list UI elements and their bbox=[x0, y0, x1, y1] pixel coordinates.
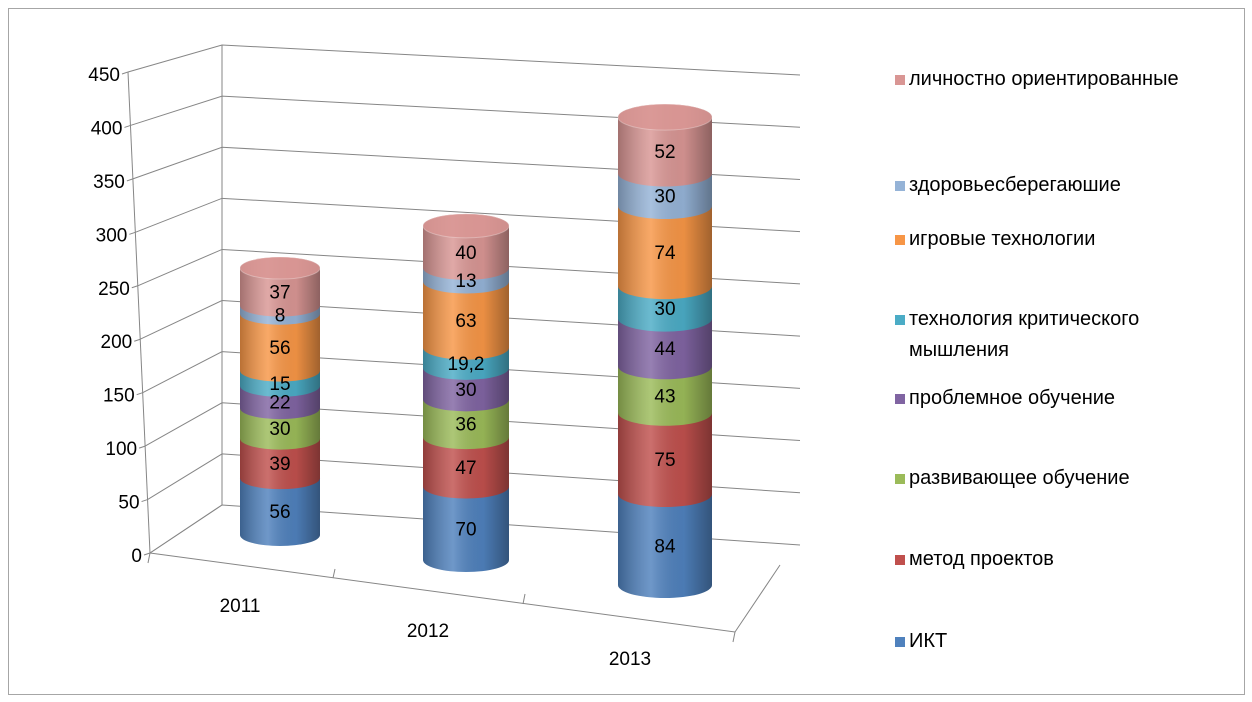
y-tick-mark bbox=[124, 124, 131, 128]
y-tick-label: 350 bbox=[93, 172, 125, 193]
legend-swatch bbox=[895, 315, 905, 325]
legend-label: проблемное обучение bbox=[909, 387, 1116, 409]
y-tick-mark bbox=[131, 285, 138, 289]
legend-item: технология критического мышления bbox=[895, 304, 1235, 366]
cylinder-cap bbox=[239, 256, 321, 280]
cylinder-shade bbox=[423, 213, 509, 572]
grid-line bbox=[135, 197, 801, 233]
cylinder-cap bbox=[422, 213, 510, 239]
grid-line bbox=[140, 300, 801, 340]
y-tick-mark bbox=[134, 338, 141, 342]
data-label: 13 bbox=[455, 271, 476, 292]
data-label: 30 bbox=[654, 187, 675, 208]
legend-label: развивающее обучение bbox=[909, 467, 1130, 489]
legend-swatch bbox=[895, 394, 905, 404]
data-label: 40 bbox=[455, 243, 476, 264]
data-label: 37 bbox=[269, 282, 290, 303]
y-tick-mark bbox=[129, 231, 136, 235]
y-axis-line bbox=[127, 71, 151, 554]
legend-label: здоровьесберегаюшие bbox=[909, 174, 1121, 196]
data-label: 19,2 bbox=[448, 354, 485, 375]
legend-item: проблемное обучение bbox=[895, 383, 1235, 414]
data-label: 8 bbox=[275, 305, 286, 326]
data-label: 75 bbox=[654, 450, 675, 471]
cylinder-shade bbox=[240, 257, 320, 546]
data-label: 30 bbox=[654, 299, 675, 320]
data-label: 43 bbox=[654, 386, 675, 407]
y-tick-label: 0 bbox=[131, 546, 142, 567]
x-tick bbox=[147, 552, 151, 564]
cylinder bbox=[617, 103, 713, 599]
legend-item: здоровьесберегаюшие bbox=[895, 170, 1235, 201]
y-tick-mark bbox=[138, 445, 146, 449]
data-label: 84 bbox=[654, 536, 676, 557]
legend-label: метод проектов bbox=[909, 548, 1054, 570]
grid-line bbox=[142, 351, 801, 394]
cylinder bbox=[422, 213, 510, 572]
y-tick-mark bbox=[136, 392, 143, 396]
grid-line bbox=[130, 95, 801, 128]
grid-line bbox=[127, 44, 801, 76]
data-label: 56 bbox=[269, 338, 290, 359]
x-tick-label: 2013 bbox=[609, 649, 651, 670]
chart-border bbox=[8, 8, 1245, 695]
y-tick-label: 300 bbox=[96, 225, 128, 246]
y-tick-label: 450 bbox=[88, 65, 120, 86]
y-tick-mark bbox=[121, 71, 129, 75]
y-tick-label: 150 bbox=[103, 386, 135, 407]
legend-swatch bbox=[895, 235, 905, 245]
y-tick-mark bbox=[143, 552, 151, 556]
y-tick-label: 100 bbox=[105, 439, 137, 460]
data-label: 63 bbox=[455, 311, 476, 332]
legend-item: игровые технологии bbox=[895, 224, 1235, 255]
legend-item: метод проектов bbox=[895, 544, 1235, 575]
cylinder-cap bbox=[617, 103, 713, 131]
grid-line bbox=[149, 504, 801, 554]
data-label: 74 bbox=[654, 243, 676, 264]
y-tick-label: 200 bbox=[101, 332, 133, 353]
y-tick-label: 250 bbox=[98, 279, 130, 300]
legend-swatch bbox=[895, 474, 905, 484]
x-tick bbox=[522, 593, 526, 605]
y-tick-label: 400 bbox=[91, 118, 123, 139]
data-label: 30 bbox=[455, 380, 476, 401]
legend-item: ИКТ bbox=[895, 626, 1235, 657]
legend-item: личностно ориентированные bbox=[895, 64, 1235, 95]
x-tick bbox=[332, 568, 336, 579]
data-label: 44 bbox=[654, 339, 676, 360]
grid-line bbox=[144, 402, 801, 447]
legend-swatch bbox=[895, 637, 905, 647]
data-label: 47 bbox=[455, 458, 476, 479]
data-label: 39 bbox=[269, 454, 290, 475]
data-label: 56 bbox=[269, 502, 290, 523]
data-label: 52 bbox=[654, 142, 675, 163]
legend-item: развивающее обучение bbox=[895, 463, 1235, 494]
x-tick-label: 2012 bbox=[407, 621, 449, 642]
x-tick bbox=[732, 631, 736, 643]
grid-line bbox=[147, 453, 801, 500]
grid-line bbox=[132, 146, 801, 180]
legend-swatch bbox=[895, 75, 905, 85]
data-label: 22 bbox=[269, 393, 290, 414]
legend-label: игровые технологии bbox=[909, 228, 1096, 250]
legend-label: ИКТ bbox=[909, 630, 948, 652]
legend-swatch bbox=[895, 555, 905, 565]
y-tick-label: 50 bbox=[118, 493, 139, 514]
grid-line bbox=[137, 248, 801, 287]
x-tick-label: 2011 bbox=[220, 596, 261, 617]
data-label: 15 bbox=[269, 374, 290, 395]
data-label: 70 bbox=[455, 519, 476, 540]
cylinder bbox=[239, 256, 321, 546]
data-label: 30 bbox=[269, 419, 290, 440]
legend-swatch bbox=[895, 181, 905, 191]
data-label: 36 bbox=[455, 414, 476, 435]
legend-label: технология критического мышления bbox=[909, 308, 1140, 361]
legend-label: личностно ориентированные bbox=[909, 68, 1179, 90]
y-tick-mark bbox=[141, 499, 148, 503]
cylinder-shade bbox=[618, 104, 712, 599]
y-tick-mark bbox=[126, 178, 134, 182]
